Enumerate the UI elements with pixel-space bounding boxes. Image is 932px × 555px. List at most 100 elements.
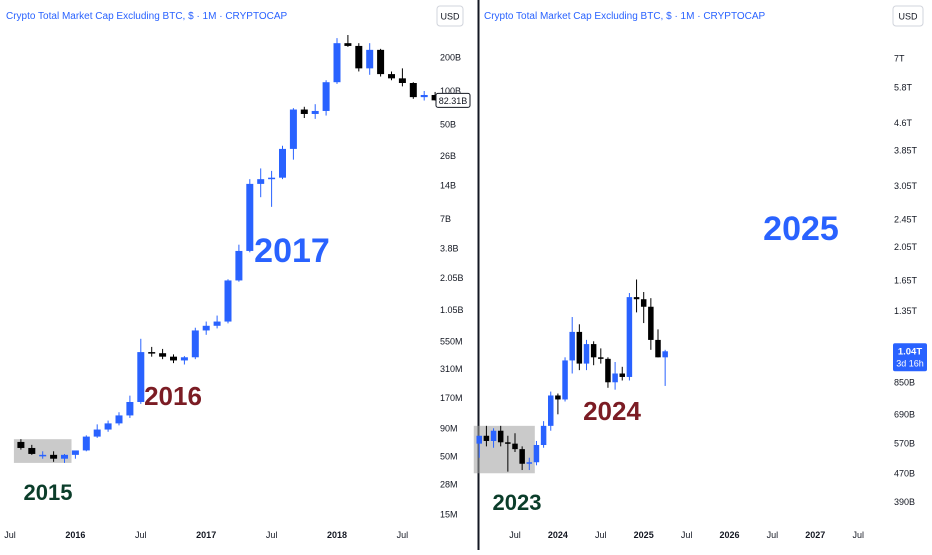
candle[interactable] [548, 391, 554, 431]
candle-body [555, 395, 561, 400]
x-tick-label: Jul [397, 530, 409, 540]
candle[interactable] [490, 428, 497, 448]
left-candles [17, 35, 439, 463]
left-chart-panel[interactable]: 2015 2016 2017 200B 100B 50B 26B 14B 7B 3.8B 2.05… [4, 5, 471, 540]
candle[interactable] [311, 104, 319, 119]
candle[interactable] [590, 341, 597, 366]
candle[interactable] [191, 327, 199, 360]
candle[interactable] [39, 451, 47, 459]
candle[interactable] [333, 38, 341, 84]
candle[interactable] [377, 48, 385, 77]
highlight-box [473, 425, 535, 474]
candle[interactable] [555, 393, 561, 415]
candle[interactable] [279, 145, 286, 180]
left-time-axis[interactable]: Jul 2016 Jul 2017 Jul 2018 Jul [4, 530, 408, 540]
candle-body [398, 78, 406, 84]
candle[interactable] [533, 440, 540, 466]
candle[interactable] [562, 357, 568, 402]
candle[interactable] [28, 444, 36, 455]
candle[interactable] [483, 425, 490, 447]
candle-body [279, 148, 286, 178]
candle[interactable] [322, 80, 330, 116]
candle[interactable] [82, 435, 90, 452]
candle[interactable] [476, 435, 483, 458]
candle[interactable] [137, 338, 145, 404]
right-time-axis[interactable]: Jul 2024 Jul 2025 Jul 2026 Jul 2027 Jul [509, 530, 864, 540]
candle[interactable] [640, 292, 647, 324]
candle[interactable] [104, 420, 112, 432]
candle[interactable] [17, 439, 25, 450]
candle-body [562, 360, 568, 400]
candle-body [626, 297, 633, 377]
candle-body [257, 179, 265, 184]
candle[interactable] [633, 279, 640, 313]
candle[interactable] [505, 435, 511, 472]
x-tick-label: Jul [852, 530, 864, 540]
y-tick-label: 1.65T [894, 275, 918, 285]
candle[interactable] [71, 450, 79, 459]
candle[interactable] [180, 356, 188, 365]
candle[interactable] [257, 168, 265, 198]
candle[interactable] [612, 361, 618, 390]
candle[interactable] [497, 425, 504, 447]
candle[interactable] [598, 348, 604, 364]
candle[interactable] [115, 412, 123, 426]
candle[interactable] [366, 43, 374, 75]
candle[interactable] [583, 339, 590, 371]
candle[interactable] [420, 90, 428, 101]
candle[interactable] [355, 43, 363, 72]
candle[interactable] [576, 324, 583, 371]
candle[interactable] [159, 348, 167, 360]
candle[interactable] [662, 349, 668, 386]
candle[interactable] [50, 451, 58, 462]
y-tick-label: 470B [894, 468, 915, 478]
candle[interactable] [569, 317, 575, 374]
x-tick-label: Jul [4, 530, 16, 540]
candle[interactable] [300, 106, 308, 119]
candle[interactable] [512, 433, 518, 452]
candle[interactable] [626, 293, 633, 381]
candle[interactable] [202, 321, 210, 335]
candle[interactable] [213, 315, 221, 329]
candle[interactable] [605, 357, 611, 388]
candle-body [126, 401, 134, 416]
candle-body [268, 177, 276, 180]
candle[interactable] [61, 453, 68, 463]
candle[interactable] [246, 179, 254, 253]
candle[interactable] [289, 108, 297, 160]
right-chart-panel[interactable]: 2023 2024 2025 7T 5.8T 4.6T 3.85T 3.05T 2.45T 2.… [473, 5, 927, 540]
candle-body [548, 395, 554, 426]
candle[interactable] [526, 457, 533, 471]
panel-divider[interactable] [477, 0, 480, 550]
left-currency-button[interactable] [436, 5, 464, 27]
candle[interactable] [148, 346, 156, 357]
candle[interactable] [235, 244, 243, 282]
candle[interactable] [170, 354, 177, 364]
candle[interactable] [344, 35, 352, 47]
candle[interactable] [409, 82, 417, 99]
right-currency-button[interactable] [892, 5, 924, 27]
candle[interactable] [648, 298, 654, 350]
x-tick-label: Jul [509, 530, 521, 540]
left-year-annotations: 2015 2016 2017 [24, 232, 330, 505]
candle-body [662, 351, 668, 358]
y-tick-label: 570B [894, 439, 915, 449]
candle[interactable] [398, 68, 406, 87]
year-annotation: 2025 [763, 210, 839, 248]
candle[interactable] [540, 421, 547, 448]
candle[interactable] [268, 170, 276, 207]
candle[interactable] [619, 366, 626, 381]
year-annotation: 2016 [144, 381, 202, 411]
candle[interactable] [224, 279, 232, 324]
candle[interactable] [126, 395, 134, 418]
x-tick-label: 2018 [327, 530, 347, 540]
candle[interactable] [388, 71, 395, 81]
candle[interactable] [93, 424, 101, 438]
left-price-axis[interactable]: 200B 100B 50B 26B 14B 7B 3.8B 2.05B 1.05B 550M 310… [440, 53, 464, 520]
candle[interactable] [431, 91, 439, 101]
y-tick-label: 3.8B [440, 243, 459, 253]
right-price-axis[interactable]: 7T 5.8T 4.6T 3.85T 3.05T 2.45T 2.05T 1.65T 1.35T… [894, 54, 918, 507]
candle[interactable] [519, 446, 525, 471]
candle[interactable] [655, 329, 661, 358]
